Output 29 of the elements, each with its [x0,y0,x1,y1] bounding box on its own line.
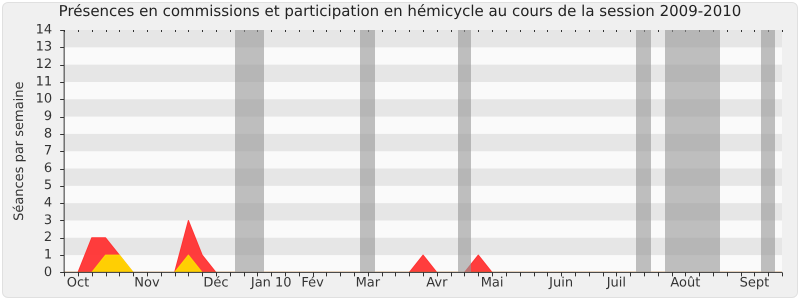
y-axis-title: Séances par semaine [12,81,28,221]
x-tick-label: Nov [134,276,160,291]
y-tick-label: 13 [36,40,52,55]
x-tick-label: Juin [548,276,574,291]
y-tick-label: 7 [44,144,52,159]
y-tick-label: 4 [44,196,52,211]
chart-title: Présences en commissions et participation en hémicycle au cours de la session 2009-2010 [58,1,742,22]
x-tick-label: Avr [426,276,448,291]
y-tick-label: 9 [44,108,52,124]
x-tick-label: Fév [301,276,324,291]
y-tick-label: 12 [36,57,52,72]
y-tick-label: 10 [36,92,52,107]
x-tick-label: Jan 10 [250,276,292,291]
y-tick-label: 0 [44,264,52,280]
y-tick-label: 6 [44,160,52,176]
y-tick-label: 8 [44,126,52,142]
x-tick-label: Août [670,276,700,291]
y-tick-label: 1 [44,247,52,262]
x-tick-label: Mar [356,276,381,291]
x-tick-label: Déc [203,276,229,291]
x-tick-label: Oct [66,276,90,291]
y-tick-label: 14 [36,22,52,38]
y-tick-label: 5 [44,178,52,194]
y-tick-label: 11 [36,74,52,90]
y-tick-label: 2 [44,230,52,246]
x-tick-label: Mai [480,276,504,291]
x-tick-label: Juil [606,276,626,291]
x-tick-label: Sept [740,276,770,291]
y-tick-label: 3 [44,212,52,228]
